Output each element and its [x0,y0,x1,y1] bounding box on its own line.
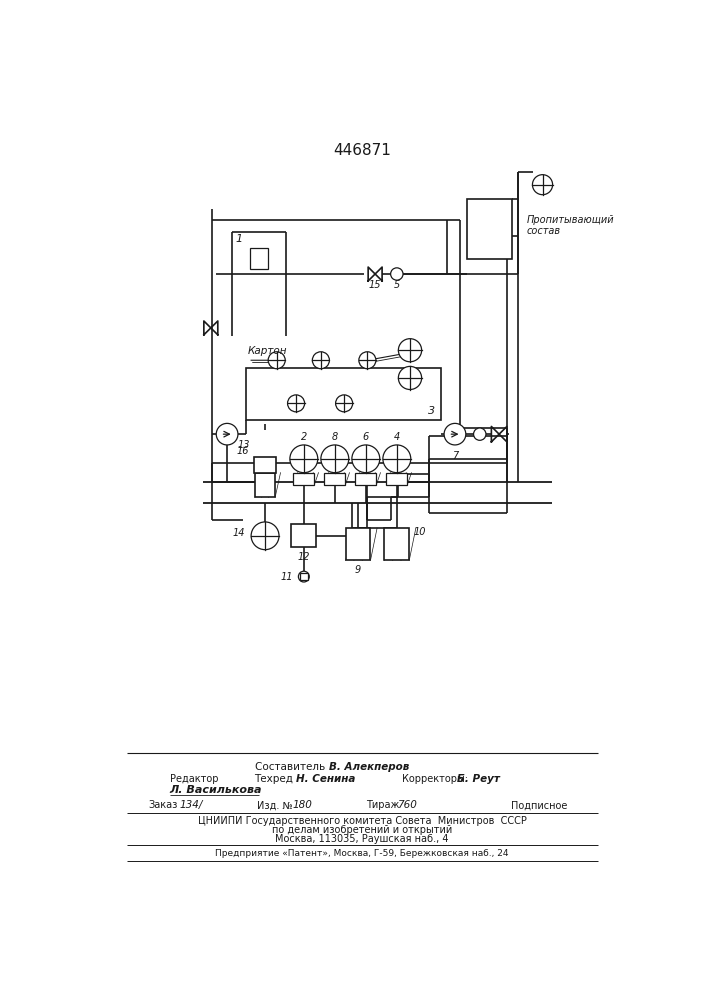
Text: 446871: 446871 [333,143,391,158]
Text: Москва, 113035, Раушская наб., 4: Москва, 113035, Раушская наб., 4 [275,834,449,844]
Text: 6: 6 [363,432,369,442]
Bar [385,528,409,560]
Text: по делам изобретений и открытий: по делам изобретений и открытий [271,825,452,835]
Bar [250,248,268,269]
Text: 8: 8 [332,432,338,442]
Circle shape [321,445,349,473]
Bar [255,457,276,473]
Circle shape [359,352,376,369]
Circle shape [290,445,317,473]
Text: Изд. №: Изд. № [257,800,293,810]
Circle shape [312,352,329,369]
Circle shape [268,352,285,369]
Text: Составитель: Составитель [255,762,329,772]
Text: 9: 9 [355,565,361,575]
Circle shape [391,268,403,280]
Circle shape [288,395,305,412]
Text: Пропитывающий: Пропитывающий [527,215,614,225]
Circle shape [398,339,421,362]
Text: 2: 2 [300,432,307,442]
Text: 12: 12 [298,552,310,562]
Circle shape [216,423,238,445]
Bar [356,473,376,485]
Text: 134/: 134/ [180,800,203,810]
Text: В. Алекперов: В. Алекперов [329,762,409,772]
Text: 4: 4 [394,432,400,442]
Text: 3: 3 [428,406,436,416]
Text: Корректоры:: Корректоры: [402,774,468,784]
Text: Тираж: Тираж [366,800,399,810]
Bar [293,473,315,485]
Circle shape [474,428,486,440]
Bar [255,473,275,497]
Bar [346,528,370,560]
Text: Б. Реут: Б. Реут [457,774,499,784]
Text: 15: 15 [369,280,381,290]
Text: Л. Василькова: Л. Василькова [170,785,262,795]
Circle shape [398,366,421,389]
Text: 16: 16 [236,446,249,456]
Text: 760: 760 [397,800,416,810]
Text: 1: 1 [236,234,243,244]
Text: Редактор: Редактор [170,774,218,784]
Circle shape [383,445,411,473]
Text: Заказ: Заказ [149,800,178,810]
Bar [467,199,512,259]
Text: 11: 11 [281,572,293,582]
Text: 5: 5 [394,280,400,290]
Text: Картон: Картон [248,346,288,356]
Circle shape [352,445,380,473]
Bar [247,368,441,420]
Text: 10: 10 [414,527,426,537]
Text: 14: 14 [233,528,245,538]
Bar [291,524,316,547]
Circle shape [298,571,309,582]
Bar [300,573,308,580]
Text: ЦНИИПИ Государственного комитета Совета  Министров  СССР: ЦНИИПИ Государственного комитета Совета … [197,816,527,826]
Bar [325,473,345,485]
Text: 180: 180 [292,800,312,810]
Circle shape [444,423,466,445]
Circle shape [251,522,279,550]
Text: состав: состав [527,226,561,236]
Text: Техред: Техред [254,774,296,784]
Text: Н. Сенина: Н. Сенина [296,774,356,784]
Circle shape [336,395,353,412]
Text: Предприятие «Патент», Москва, Г-59, Бережковская наб., 24: Предприятие «Патент», Москва, Г-59, Бере… [215,849,509,858]
Circle shape [532,175,553,195]
Text: Подписное: Подписное [510,800,567,810]
Bar [386,473,407,485]
Text: 13: 13 [237,440,250,450]
Text: 7: 7 [452,451,458,461]
